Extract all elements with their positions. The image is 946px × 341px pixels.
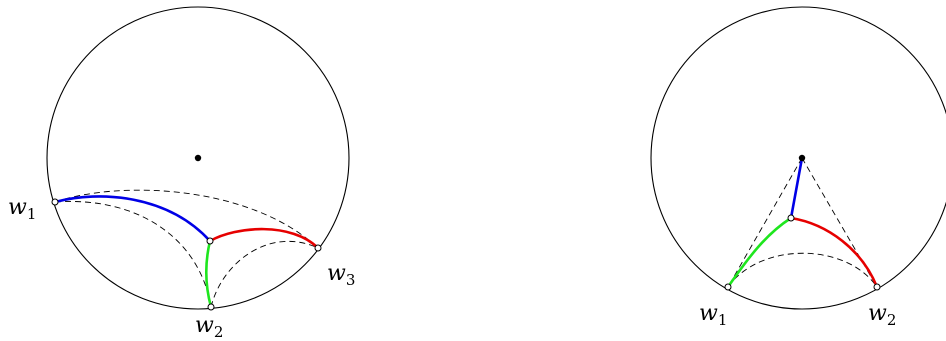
left-center-point: [194, 154, 202, 162]
right-vertex-junction: [787, 214, 795, 222]
left-label-w1: w1: [8, 195, 36, 223]
left-label-w3: w3: [327, 261, 355, 289]
right-boundary-circle: [650, 6, 946, 310]
left-dashed-arc-w1-w3: [54, 189, 319, 249]
left-label-w1-sub: 1: [27, 205, 37, 223]
left-vertex-w1: [51, 198, 59, 206]
right-dashed-line-center-w1: [727, 157, 803, 288]
left-label-w1-base: w: [8, 195, 27, 220]
right-vertex-w2: [873, 283, 881, 291]
right-label-w1: w1: [699, 301, 727, 329]
right-red-geodesic: [789, 216, 879, 289]
left-label-w2-base: w: [195, 313, 214, 338]
left-blue-geodesic: [53, 195, 212, 243]
left-label-w2: w2: [195, 313, 223, 341]
right-vertex-w1: [724, 283, 732, 291]
left-vertex-w2: [207, 303, 215, 311]
right-diagram: w1 w2: [650, 6, 946, 329]
left-dashed-arc-w2-w3: [210, 240, 319, 308]
left-vertex-w3: [314, 244, 322, 252]
left-label-w2-sub: 2: [214, 323, 224, 341]
left-label-w3-sub: 3: [346, 271, 356, 289]
right-label-w2-sub: 2: [887, 311, 897, 329]
right-label-w1-sub: 1: [718, 311, 728, 329]
right-label-w2-base: w: [868, 301, 887, 326]
left-red-geodesic: [208, 227, 320, 250]
right-dashed-arc-w1-w2: [727, 252, 878, 288]
left-green-geodesic: [205, 239, 213, 309]
right-center-point: [798, 154, 806, 162]
right-label-w2: w2: [868, 301, 896, 329]
left-boundary-circle: [46, 6, 350, 310]
left-vertex-junction: [206, 237, 214, 245]
right-blue-geodesic: [789, 156, 804, 220]
right-green-geodesic: [726, 216, 793, 289]
left-dashed-arc-w1-w2: [54, 201, 212, 308]
right-label-w1-base: w: [699, 301, 718, 326]
left-diagram: w1 w2 w3: [8, 6, 355, 341]
left-label-w3-base: w: [327, 261, 346, 286]
